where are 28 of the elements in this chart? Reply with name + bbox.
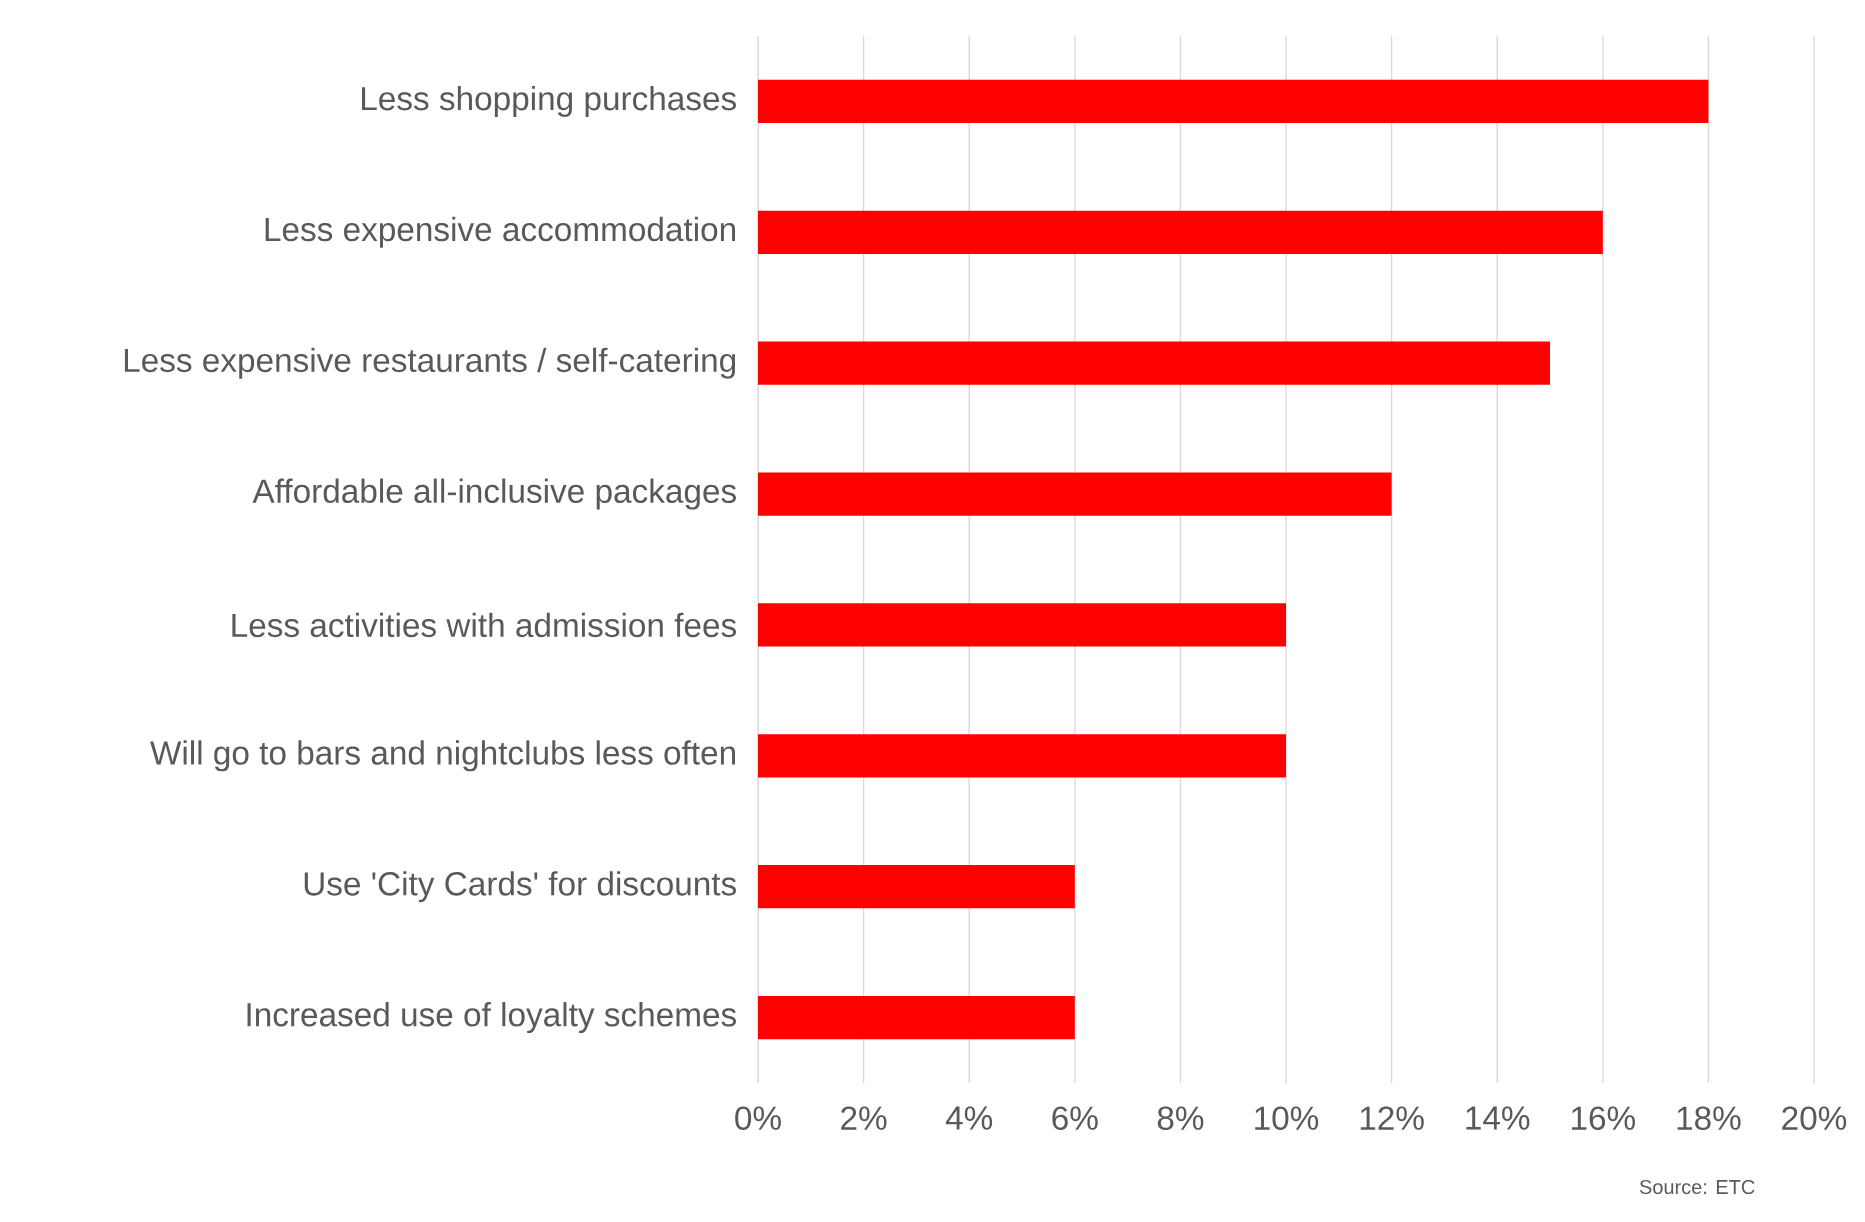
x-tick-label: 20%: [1782, 1106, 1847, 1130]
bar: [758, 603, 1287, 647]
y-tick-label: Less activities with admission fees: [232, 612, 736, 638]
bar: [758, 341, 1551, 385]
bar: [758, 210, 1603, 254]
y-tick-label: Less expensive restaurants / self-catering: [124, 347, 736, 379]
x-tick-label: 16%: [1571, 1106, 1635, 1130]
y-tick-label: Increased use of loyalty schemes: [247, 1002, 736, 1034]
bar: [758, 79, 1709, 124]
y-tick-label: Less shopping purchases: [362, 85, 736, 117]
x-tick-label: 14%: [1466, 1106, 1530, 1130]
y-tick-label: Less expensive accommodation: [265, 216, 736, 248]
source-note: Source: ETC: [1639, 1179, 1755, 1195]
bar: [758, 995, 1075, 1040]
y-tick-label: Affordable all-inclusive packages: [252, 478, 736, 510]
x-tick-label: 2%: [841, 1106, 887, 1130]
x-tick-label: 10%: [1255, 1106, 1319, 1130]
y-tick-label: Use 'City Cards' for discounts: [304, 871, 737, 903]
x-tick-label: 18%: [1677, 1106, 1741, 1130]
x-tick-label: 0%: [735, 1106, 781, 1130]
x-tick-label: 8%: [1157, 1106, 1204, 1130]
x-tick-label: 12%: [1360, 1106, 1424, 1130]
bar: [758, 734, 1287, 778]
bar: [758, 472, 1392, 516]
bar: [758, 865, 1075, 909]
y-tick-label: Will go to bars and nightclubs less often: [150, 740, 736, 772]
x-tick-label: 6%: [1052, 1106, 1098, 1130]
x-tick-label: 4%: [945, 1106, 993, 1130]
